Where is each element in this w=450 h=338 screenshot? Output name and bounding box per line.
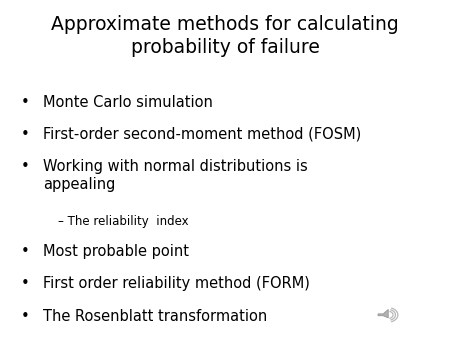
Text: •: • xyxy=(20,95,29,110)
Text: •: • xyxy=(20,309,29,323)
Polygon shape xyxy=(378,309,388,318)
Text: The Rosenblatt transformation: The Rosenblatt transformation xyxy=(43,309,267,323)
Text: Working with normal distributions is
appealing: Working with normal distributions is app… xyxy=(43,159,307,192)
Text: •: • xyxy=(20,127,29,142)
Text: Approximate methods for calculating
probability of failure: Approximate methods for calculating prob… xyxy=(51,15,399,57)
Text: Monte Carlo simulation: Monte Carlo simulation xyxy=(43,95,212,110)
Text: First-order second-moment method (FOSM): First-order second-moment method (FOSM) xyxy=(43,127,361,142)
Text: First order reliability method (FORM): First order reliability method (FORM) xyxy=(43,276,310,291)
Text: Most probable point: Most probable point xyxy=(43,244,189,259)
Text: – The reliability  index: – The reliability index xyxy=(58,215,189,227)
Text: •: • xyxy=(20,276,29,291)
Text: •: • xyxy=(20,244,29,259)
Text: •: • xyxy=(20,159,29,174)
